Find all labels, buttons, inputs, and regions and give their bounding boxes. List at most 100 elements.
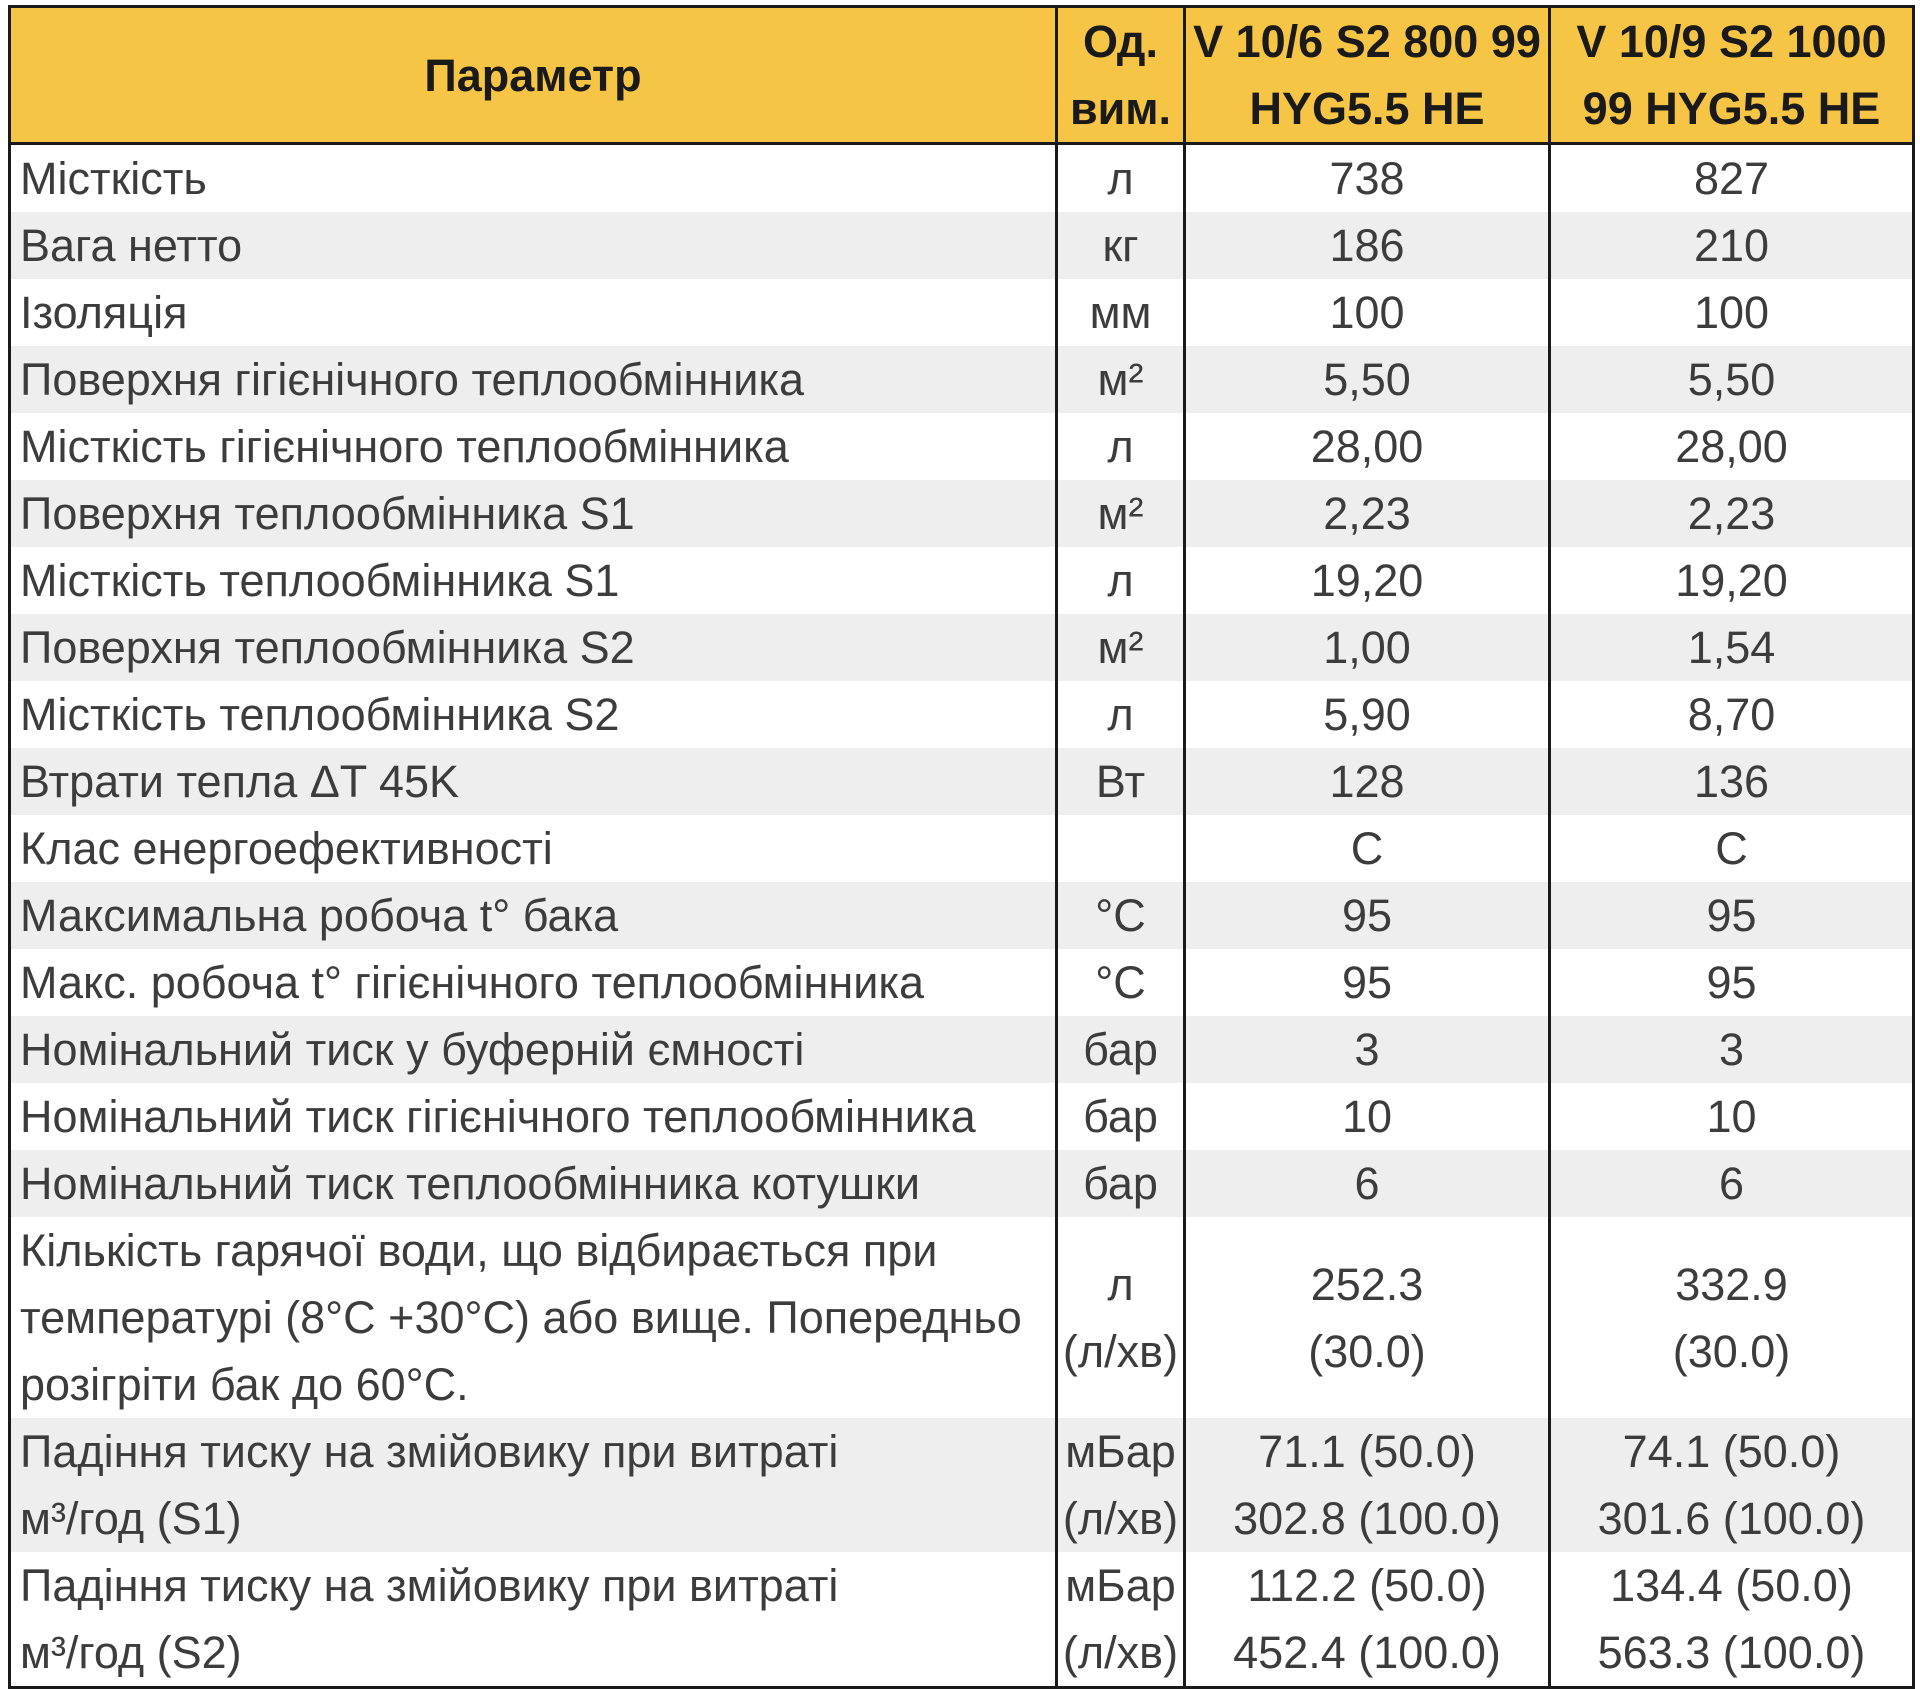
row-param-cell: Номінальний тиск у буферній ємності bbox=[8, 1016, 1058, 1083]
table-row: Кількість гарячої води, що відбирається … bbox=[8, 1217, 1915, 1418]
row-unit-cell: °C bbox=[1055, 949, 1186, 1016]
row-model-1-value: 5,50 bbox=[1183, 346, 1551, 413]
table-row: Місткість л 738 827 bbox=[8, 143, 1915, 212]
row-model-1-value: 3 bbox=[1183, 1016, 1551, 1083]
row-param-cell: Номінальний тиск гігієнічного теплообмін… bbox=[8, 1083, 1058, 1150]
row-unit-cell: л bbox=[1055, 547, 1186, 614]
table-row: Місткість теплообмінника S2 л 5,90 8,70 bbox=[8, 681, 1915, 748]
table-row: Поверхня теплообмінника S1 м² 2,23 2,23 bbox=[8, 480, 1915, 547]
row-model-2-value: 332.9 (30.0) bbox=[1548, 1217, 1915, 1418]
row-param-cell: Втрати тепла ΔT 45K bbox=[8, 748, 1058, 815]
row-model-2-value: 136 bbox=[1548, 748, 1915, 815]
row-model-2-value: 100 bbox=[1548, 279, 1915, 346]
row-unit-cell: бар bbox=[1055, 1150, 1186, 1217]
row-unit-cell: л bbox=[1055, 143, 1186, 212]
table-row: Номінальний тиск у буферній ємності бар 3 3 bbox=[8, 1016, 1915, 1083]
table-row: Падіння тиску на змійовику при витраті м… bbox=[8, 1552, 1915, 1688]
row-model-2-value: C bbox=[1548, 815, 1915, 882]
row-param-cell: Ізоляція bbox=[8, 279, 1058, 346]
row-unit-cell: л bbox=[1055, 413, 1186, 480]
table-row: Клас енергоефективності C C bbox=[8, 815, 1915, 882]
row-model-1-value: 2,23 bbox=[1183, 480, 1551, 547]
row-model-2-value: 95 bbox=[1548, 949, 1915, 1016]
row-model-1-value: C bbox=[1183, 815, 1551, 882]
row-model-1-value: 6 bbox=[1183, 1150, 1551, 1217]
row-unit-cell: л (л/хв) bbox=[1055, 1217, 1186, 1418]
table-row: Макс. робоча t° гігієнічного теплообмінн… bbox=[8, 949, 1915, 1016]
row-model-2-value: 74.1 (50.0) 301.6 (100.0) bbox=[1548, 1418, 1915, 1552]
row-model-2-value: 19,20 bbox=[1548, 547, 1915, 614]
row-model-2-value: 134.4 (50.0) 563.3 (100.0) bbox=[1548, 1552, 1915, 1688]
row-param-cell: Вага нетто bbox=[8, 212, 1058, 279]
row-model-1-value: 100 bbox=[1183, 279, 1551, 346]
row-param-cell: Місткість теплообмінника S1 bbox=[8, 547, 1058, 614]
row-model-2-value: 2,23 bbox=[1548, 480, 1915, 547]
row-model-1-value: 71.1 (50.0) 302.8 (100.0) bbox=[1183, 1418, 1551, 1552]
row-param-cell: Місткість гігієнічного теплообмінника bbox=[8, 413, 1058, 480]
header-unit: Од. вим. bbox=[1055, 5, 1186, 145]
table-row: Падіння тиску на змійовику при витраті м… bbox=[8, 1418, 1915, 1552]
row-model-2-value: 1,54 bbox=[1548, 614, 1915, 681]
row-unit-cell: бар bbox=[1055, 1016, 1186, 1083]
row-model-1-value: 128 bbox=[1183, 748, 1551, 815]
row-model-2-value: 3 bbox=[1548, 1016, 1915, 1083]
table-body: Місткість л 738 827 Вага нетто кг 186 210 Ізоляц… bbox=[8, 143, 1915, 1688]
row-unit-cell bbox=[1055, 815, 1186, 882]
row-unit-cell: мм bbox=[1055, 279, 1186, 346]
row-unit-cell: мБар (л/хв) bbox=[1055, 1418, 1186, 1552]
row-model-1-value: 28,00 bbox=[1183, 413, 1551, 480]
row-param-cell: Клас енергоефективності bbox=[8, 815, 1058, 882]
row-param-cell: Максимальна робоча t° бака bbox=[8, 882, 1058, 949]
row-unit-cell: м² bbox=[1055, 480, 1186, 547]
row-model-1-value: 1,00 bbox=[1183, 614, 1551, 681]
row-param-cell: Кількість гарячої води, що відбирається … bbox=[8, 1217, 1058, 1418]
row-param-cell: Місткість теплообмінника S2 bbox=[8, 681, 1058, 748]
row-param-cell: Макс. робоча t° гігієнічного теплообмінн… bbox=[8, 949, 1058, 1016]
row-model-2-value: 5,50 bbox=[1548, 346, 1915, 413]
row-model-1-value: 186 bbox=[1183, 212, 1551, 279]
table-row: Місткість гігієнічного теплообмінника л 28… bbox=[8, 413, 1915, 480]
row-model-2-value: 827 bbox=[1548, 143, 1915, 212]
row-unit-cell: м² bbox=[1055, 346, 1186, 413]
row-model-2-value: 210 bbox=[1548, 212, 1915, 279]
row-unit-cell: бар bbox=[1055, 1083, 1186, 1150]
row-model-1-value: 112.2 (50.0) 452.4 (100.0) bbox=[1183, 1552, 1551, 1688]
row-param-cell: Падіння тиску на змійовику при витраті м… bbox=[8, 1418, 1058, 1552]
row-model-1-value: 5,90 bbox=[1183, 681, 1551, 748]
header-model-1: V 10/6 S2 800 99 HYG5.5 HE bbox=[1183, 5, 1551, 145]
table-row: Місткість теплообмінника S1 л 19,20 19,20 bbox=[8, 547, 1915, 614]
row-model-1-value: 95 bbox=[1183, 949, 1551, 1016]
row-unit-cell: л bbox=[1055, 681, 1186, 748]
table-row: Втрати тепла ΔT 45K Вт 128 136 bbox=[8, 748, 1915, 815]
row-unit-cell: мБар (л/хв) bbox=[1055, 1552, 1186, 1688]
row-model-2-value: 28,00 bbox=[1548, 413, 1915, 480]
row-model-1-value: 19,20 bbox=[1183, 547, 1551, 614]
row-unit-cell: кг bbox=[1055, 212, 1186, 279]
row-param-cell: Поверхня теплообмінника S1 bbox=[8, 480, 1058, 547]
row-unit-cell: м² bbox=[1055, 614, 1186, 681]
row-param-cell: Місткість bbox=[8, 143, 1058, 212]
header-model-2: V 10/9 S2 1000 99 HYG5.5 HE bbox=[1548, 5, 1915, 145]
table-row: Поверхня гігієнічного теплообмінника м² 5,… bbox=[8, 346, 1915, 413]
row-param-cell: Поверхня теплообмінника S2 bbox=[8, 614, 1058, 681]
header-row: Параметр Од. вим. V 10/6 S2 800 99 HYG5.… bbox=[8, 5, 1915, 145]
table-row: Вага нетто кг 186 210 bbox=[8, 212, 1915, 279]
row-param-cell: Падіння тиску на змійовику при витраті м… bbox=[8, 1552, 1058, 1688]
row-param-cell: Номінальний тиск теплообмінника котушки bbox=[8, 1150, 1058, 1217]
row-model-1-value: 95 bbox=[1183, 882, 1551, 949]
row-model-2-value: 95 bbox=[1548, 882, 1915, 949]
row-model-1-value: 10 bbox=[1183, 1083, 1551, 1150]
spec-table: Параметр Од. вим. V 10/6 S2 800 99 HYG5.… bbox=[8, 5, 1915, 1689]
table-row: Номінальний тиск теплообмінника котушки б… bbox=[8, 1150, 1915, 1217]
header-param: Параметр bbox=[8, 5, 1058, 145]
row-model-2-value: 10 bbox=[1548, 1083, 1915, 1150]
table-row: Максимальна робоча t° бака °C 95 95 bbox=[8, 882, 1915, 949]
row-model-2-value: 8,70 bbox=[1548, 681, 1915, 748]
row-model-2-value: 6 bbox=[1548, 1150, 1915, 1217]
table-row: Поверхня теплообмінника S2 м² 1,00 1,54 bbox=[8, 614, 1915, 681]
table-row: Ізоляція мм 100 100 bbox=[8, 279, 1915, 346]
row-unit-cell: Вт bbox=[1055, 748, 1186, 815]
table-row: Номінальний тиск гігієнічного теплообмін… bbox=[8, 1083, 1915, 1150]
row-param-cell: Поверхня гігієнічного теплообмінника bbox=[8, 346, 1058, 413]
row-model-1-value: 738 bbox=[1183, 143, 1551, 212]
